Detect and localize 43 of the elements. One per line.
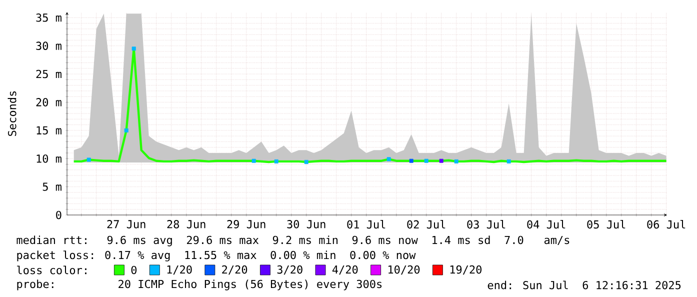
legend-label: 2/20 [222, 265, 248, 275]
point [439, 158, 444, 163]
legend-label: 10/20 [388, 265, 420, 275]
y-tick-label: 5 m [42, 182, 62, 191]
point [274, 159, 278, 164]
point [424, 158, 428, 163]
legend-title: loss color: [17, 266, 86, 274]
point [252, 158, 256, 163]
y-tick-label: 35 m [36, 13, 62, 22]
y-axis-title: Seconds [8, 91, 16, 136]
x-tick-label: 06 Jul [647, 220, 686, 229]
point [386, 157, 391, 162]
point [124, 128, 128, 132]
x-tick-label: 03 Jul [467, 220, 506, 229]
text: median rtt: 9.6 ms avg 29.6 ms max 9.2 ms min 9.6 ms now 1.4 ms sd 7.0 am/s [16, 236, 570, 246]
x-tick-label: 04 Jul [527, 220, 566, 229]
legend-label: 19/20 [450, 265, 482, 275]
x-tick-label: 30 Jun [287, 220, 326, 228]
x-tick-label: 01 Jul [347, 220, 386, 229]
y-tick-label: 15 m [36, 126, 62, 134]
x-tick-label: 27 Jun [107, 220, 146, 228]
point [409, 158, 414, 163]
legend-label: 0 [131, 266, 137, 274]
y-tick-label: 30 m [36, 42, 62, 50]
point [86, 158, 91, 162]
point [304, 160, 308, 164]
legend-label: 1/20 [167, 265, 192, 275]
y-tick-label: 25 m [36, 70, 62, 78]
point [132, 46, 136, 51]
point [506, 159, 511, 164]
y-tick-label: 10 m [36, 154, 62, 163]
x-tick-label: 28 Jun [167, 220, 206, 228]
y-tick-label: 20 m [36, 98, 62, 106]
text: packet loss: 0.17 % avg 11.55 % max 0.00 % min 0.00 % now [17, 250, 416, 262]
y-tick-label: 0 [56, 210, 62, 220]
x-tick-label: 29 Jun [227, 220, 266, 228]
legend-label: 4/20 [332, 265, 358, 275]
text: end: Sun Jul 6 12:16:31 2025 [488, 280, 681, 290]
x-tick-label: 05 Jul [587, 220, 626, 229]
legend-label: 3/20 [277, 265, 302, 275]
point [454, 159, 458, 164]
text: probe: 20 ICMP Echo Pings (56 Bytes) every 300s [17, 280, 382, 290]
x-tick-label: 02 Jul [407, 220, 446, 229]
